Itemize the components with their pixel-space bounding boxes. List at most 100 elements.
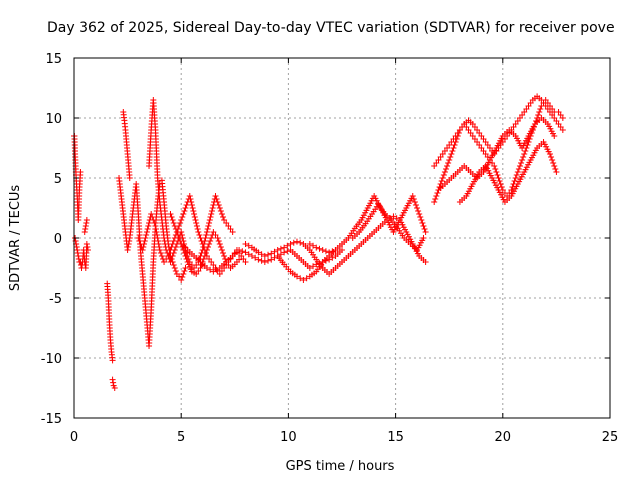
data-point: [140, 244, 147, 250]
data-point: [410, 196, 417, 202]
data-point: [145, 223, 152, 229]
data-point: [284, 242, 291, 249]
data-point: [297, 275, 304, 282]
data-point: [181, 208, 188, 214]
data-point: [446, 157, 453, 163]
data-point: [141, 238, 148, 244]
data-point: [414, 205, 421, 211]
data-point: [73, 244, 80, 250]
data-point: [300, 277, 307, 283]
data-point: [217, 208, 224, 214]
series-s7: [116, 175, 189, 349]
data-point: [155, 238, 162, 244]
data-point: [553, 169, 560, 175]
data-point: [125, 241, 132, 247]
data-point: [271, 248, 278, 255]
data-point: [511, 178, 518, 184]
y-tick-label: 0: [54, 232, 62, 247]
data-point: [329, 254, 336, 261]
data-point: [287, 241, 294, 247]
data-point: [525, 139, 532, 145]
data-point: [239, 248, 246, 255]
series-s19: [435, 115, 558, 193]
series-s13: [274, 247, 339, 283]
data-point: [143, 229, 150, 235]
series-s4: [104, 280, 116, 364]
data-point: [157, 250, 164, 256]
data-point: [207, 214, 214, 220]
data-point: [236, 247, 243, 253]
data-point: [161, 238, 168, 244]
data-point: [196, 232, 203, 238]
data-point: [182, 265, 189, 271]
data-point: [551, 133, 558, 139]
data-point: [546, 151, 553, 157]
data-point: [434, 190, 441, 196]
data-point: [448, 151, 455, 157]
data-point: [124, 247, 131, 253]
data-point: [166, 250, 173, 256]
data-point: [215, 202, 222, 208]
data-point: [203, 232, 210, 238]
data-point: [552, 166, 559, 172]
data-point: [216, 241, 223, 247]
data-point: [201, 253, 208, 259]
data-point: [491, 163, 498, 169]
data-point: [261, 259, 268, 265]
data-point: [109, 376, 116, 383]
data-point: [536, 109, 543, 115]
data-point: [202, 235, 209, 241]
data-point: [171, 265, 178, 271]
data-point: [83, 220, 90, 226]
data-point: [319, 247, 326, 253]
data-point: [493, 169, 500, 175]
data-point: [218, 211, 225, 217]
data-point: [258, 251, 265, 258]
data-point: [169, 241, 176, 247]
series-s9: [135, 193, 249, 277]
chart-title: Day 362 of 2025, Sidereal Day-to-day VTE…: [47, 20, 615, 36]
data-point: [176, 235, 183, 241]
data-point: [432, 196, 439, 202]
data-point: [210, 268, 217, 275]
data-point: [170, 220, 177, 226]
data-point: [82, 223, 89, 229]
data-point: [303, 275, 310, 282]
data-point: [179, 244, 186, 250]
data-point: [139, 247, 146, 253]
data-point: [497, 181, 504, 187]
data-point: [258, 257, 265, 264]
data-point: [110, 379, 117, 386]
y-tick-label: 5: [54, 172, 62, 187]
data-point: [182, 253, 189, 259]
data-point: [245, 251, 252, 258]
data-point: [198, 262, 205, 268]
data-point: [548, 154, 555, 160]
data-point: [172, 268, 179, 274]
data-point: [433, 193, 440, 199]
data-point: [178, 217, 185, 223]
data-point: [197, 235, 204, 241]
data-point: [265, 251, 272, 258]
data-point: [176, 273, 183, 280]
data-point: [549, 157, 556, 163]
data-point: [220, 214, 227, 220]
data-point: [281, 244, 288, 251]
data-point: [182, 205, 189, 211]
data-point: [420, 235, 427, 241]
data-point: [146, 220, 153, 226]
data-point: [190, 208, 197, 214]
data-point: [84, 247, 91, 253]
data-point: [172, 226, 179, 232]
data-point: [306, 265, 313, 271]
data-point: [83, 241, 90, 247]
data-point: [142, 235, 149, 241]
data-point: [290, 239, 297, 246]
data-point: [409, 193, 416, 199]
x-tick-label: 15: [387, 430, 404, 445]
data-point: [268, 250, 275, 257]
data-point: [441, 169, 448, 175]
data-point: [167, 259, 174, 265]
data-point: [242, 259, 249, 265]
data-point: [126, 238, 133, 244]
